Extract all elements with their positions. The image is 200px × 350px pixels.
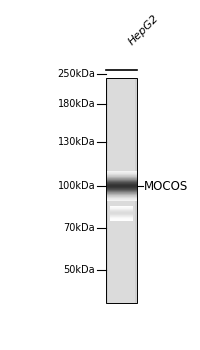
Bar bbox=[106, 200, 136, 201]
Bar bbox=[109, 206, 133, 207]
Bar bbox=[106, 172, 136, 173]
Bar bbox=[109, 216, 133, 217]
Bar bbox=[106, 178, 136, 179]
Bar bbox=[106, 195, 136, 196]
Bar bbox=[106, 175, 136, 176]
Bar bbox=[106, 78, 137, 303]
Bar bbox=[109, 207, 133, 208]
Bar bbox=[106, 199, 136, 200]
Bar bbox=[106, 186, 136, 187]
Bar bbox=[109, 208, 133, 209]
Bar bbox=[135, 78, 137, 303]
Bar bbox=[106, 182, 136, 183]
Bar bbox=[109, 209, 133, 210]
Text: 130kDa: 130kDa bbox=[57, 137, 95, 147]
Text: MOCOS: MOCOS bbox=[143, 180, 187, 193]
Bar bbox=[106, 198, 136, 199]
Bar bbox=[106, 193, 136, 194]
Bar bbox=[109, 219, 133, 220]
Bar bbox=[109, 215, 133, 216]
Bar bbox=[106, 174, 136, 175]
Bar bbox=[106, 78, 137, 303]
Text: HepG2: HepG2 bbox=[126, 13, 160, 47]
Bar bbox=[106, 197, 136, 198]
Bar bbox=[106, 184, 136, 185]
Bar bbox=[106, 185, 136, 186]
Bar bbox=[109, 211, 133, 212]
Text: 70kDa: 70kDa bbox=[63, 223, 95, 233]
Bar bbox=[109, 213, 133, 214]
Bar bbox=[109, 214, 133, 215]
Bar bbox=[106, 177, 136, 178]
Bar bbox=[109, 220, 133, 221]
Text: 50kDa: 50kDa bbox=[63, 265, 95, 275]
Bar bbox=[106, 194, 136, 195]
Bar bbox=[106, 188, 136, 189]
Bar bbox=[106, 196, 136, 197]
Bar bbox=[106, 176, 136, 177]
Bar bbox=[106, 179, 136, 180]
Bar bbox=[106, 180, 136, 181]
Text: 100kDa: 100kDa bbox=[57, 181, 95, 191]
Bar bbox=[106, 187, 136, 188]
Bar bbox=[106, 78, 107, 303]
Text: 250kDa: 250kDa bbox=[57, 69, 95, 79]
Bar bbox=[106, 183, 136, 184]
Bar bbox=[106, 191, 136, 192]
Bar bbox=[106, 190, 136, 191]
Bar bbox=[109, 212, 133, 213]
Bar bbox=[109, 218, 133, 219]
Text: 180kDa: 180kDa bbox=[57, 99, 95, 109]
Bar bbox=[106, 173, 136, 174]
Bar bbox=[109, 210, 133, 211]
Bar bbox=[109, 205, 133, 206]
Bar bbox=[106, 181, 136, 182]
Bar bbox=[106, 189, 136, 190]
Bar bbox=[109, 217, 133, 218]
